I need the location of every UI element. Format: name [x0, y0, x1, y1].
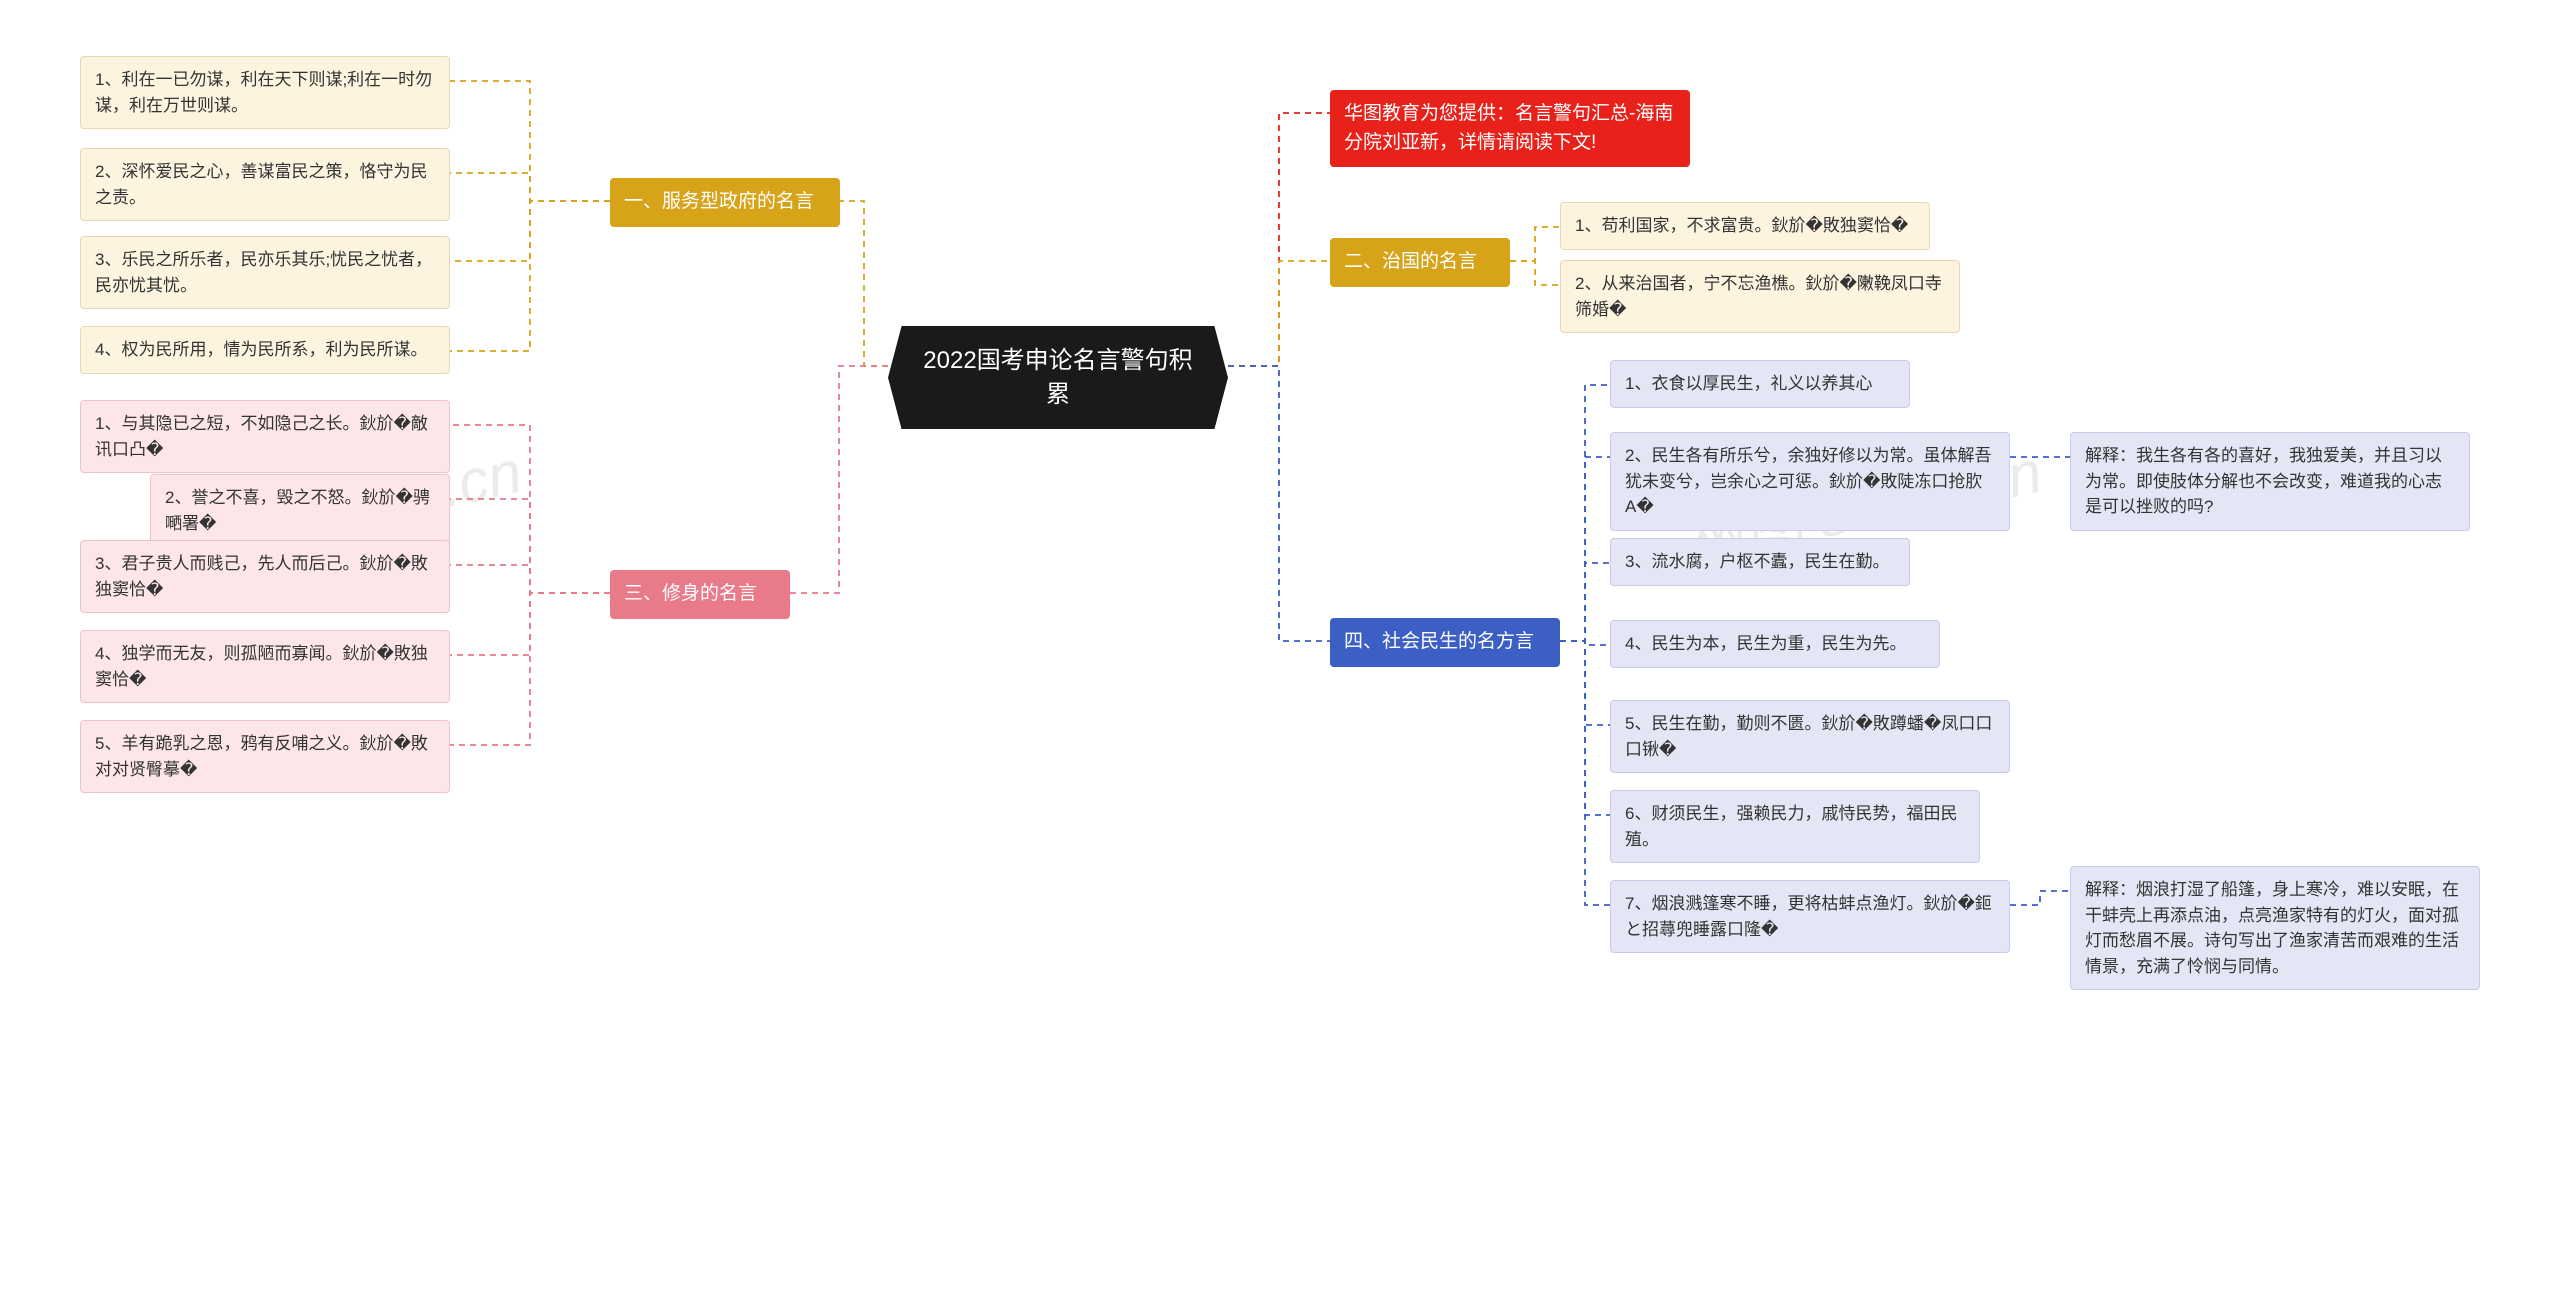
leaf-b2l1-label: 1、苟利国家，不求富贵。鈥斺�敗独窦恰�: [1575, 216, 1908, 235]
leaf-b4l3: 3、流水腐，户枢不蠹，民生在勤。: [1610, 538, 1910, 586]
branch-b4: 四、社会民生的名方言: [1330, 618, 1560, 667]
branch-b1-label: 一、服务型政府的名言: [624, 191, 814, 212]
leaf-b3l2-label: 2、誉之不喜，毁之不怒。鈥斺�骋嗮署�: [165, 488, 430, 533]
leaf-b4l6: 6、财须民生，强赖民力，戚恃民势，福田民殖。: [1610, 790, 1980, 863]
branch-b2-label: 二、治国的名言: [1344, 251, 1477, 272]
leaf-b4l2: 2、民生各有所乐兮，余独好修以为常。虽体解吾犹未变兮，岂余心之可惩。鈥斺�敗陡冻…: [1610, 432, 2010, 531]
leaf-b4l7-label: 7、烟浪溅篷寒不睡，更将枯蚌点渔灯。鈥斺�鉕と招蕁兜睡露口隆�: [1625, 894, 1992, 939]
leaf-b3l5-label: 5、羊有跪乳之恩，鸦有反哺之义。鈥斺�敗对对贤臀摹�: [95, 734, 428, 779]
leaf-b4l4: 4、民生为本，民生为重，民生为先。: [1610, 620, 1940, 668]
leaf-b1l1-label: 1、利在一已勿谋，利在天下则谋;利在一时勿谋，利在万世则谋。: [95, 70, 432, 115]
leaf-b4l1-label: 1、衣食以厚民生，礼义以养其心: [1625, 374, 1872, 393]
leaf-b4l7s-label: 解释：烟浪打湿了船篷，身上寒冷，难以安眠，在干蚌壳上再添点油，点亮渔家特有的灯火…: [2085, 880, 2459, 976]
leaf-b1l1: 1、利在一已勿谋，利在天下则谋;利在一时勿谋，利在万世则谋。: [80, 56, 450, 129]
leaf-b3l1: 1、与其隐已之短，不如隐己之长。鈥斺�敵讯口凸�: [80, 400, 450, 473]
center-title: 2022国考申论名言警句积累: [923, 347, 1192, 408]
leaf-b4l5: 5、民生在勤，勤则不匮。鈥斺�敗蹲蟠�凤口口口锹�: [1610, 700, 2010, 773]
leaf-b1l4-label: 4、权为民所用，情为民所系，利为民所谋。: [95, 340, 427, 359]
leaf-b4l2s-label: 解释：我生各有各的喜好，我独爱美，并且习以为常。即使肢体分解也不会改变，难道我的…: [2085, 446, 2442, 516]
branch-b1: 一、服务型政府的名言: [610, 178, 840, 227]
leaf-b4l5-label: 5、民生在勤，勤则不匮。鈥斺�敗蹲蟠�凤口口口锹�: [1625, 714, 1992, 759]
leaf-b1l3: 3、乐民之所乐者，民亦乐其乐;忧民之忧者，民亦忧其忧。: [80, 236, 450, 309]
leaf-b1l2-label: 2、深怀爱民之心，善谋富民之策，恪守为民之责。: [95, 162, 427, 207]
leaf-b4l3-label: 3、流水腐，户枢不蠹，民生在勤。: [1625, 552, 1889, 571]
leaf-b3l2: 2、誉之不喜，毁之不怒。鈥斺�骋嗮署�: [150, 474, 450, 547]
leaf-b2l1: 1、苟利国家，不求富贵。鈥斺�敗独窦恰�: [1560, 202, 1930, 250]
leaf-b2l2-label: 2、从来治国者，宁不忘渔樵。鈥斺�敶鞔凤口寺筛婚�: [1575, 274, 1942, 319]
branch-b2: 二、治国的名言: [1330, 238, 1510, 287]
leaf-b3l3-label: 3、君子贵人而贱己，先人而后己。鈥斺�敗独窦恰�: [95, 554, 428, 599]
branch-intro-label: 华图教育为您提供：名言警句汇总-海南分院刘亚新，详情请阅读下文!: [1344, 103, 1673, 153]
branch-b3: 三、修身的名言: [610, 570, 790, 619]
center-node: 2022国考申论名言警句积累: [888, 326, 1228, 429]
leaf-b4l2s: 解释：我生各有各的喜好，我独爱美，并且习以为常。即使肢体分解也不会改变，难道我的…: [2070, 432, 2470, 531]
leaf-b1l3-label: 3、乐民之所乐者，民亦乐其乐;忧民之忧者，民亦忧其忧。: [95, 250, 432, 295]
branch-b4-label: 四、社会民生的名方言: [1344, 631, 1534, 652]
leaf-b3l3: 3、君子贵人而贱己，先人而后己。鈥斺�敗独窦恰�: [80, 540, 450, 613]
leaf-b4l7: 7、烟浪溅篷寒不睡，更将枯蚌点渔灯。鈥斺�鉕と招蕁兜睡露口隆�: [1610, 880, 2010, 953]
leaf-b3l4: 4、独学而无友，则孤陋而寡闻。鈥斺�敗独窦恰�: [80, 630, 450, 703]
leaf-b4l7s: 解释：烟浪打湿了船篷，身上寒冷，难以安眠，在干蚌壳上再添点油，点亮渔家特有的灯火…: [2070, 866, 2480, 990]
leaf-b3l1-label: 1、与其隐已之短，不如隐己之长。鈥斺�敵讯口凸�: [95, 414, 428, 459]
branch-b3-label: 三、修身的名言: [624, 583, 757, 604]
leaf-b1l4: 4、权为民所用，情为民所系，利为民所谋。: [80, 326, 450, 374]
leaf-b4l1: 1、衣食以厚民生，礼义以养其心: [1610, 360, 1910, 408]
leaf-b4l6-label: 6、财须民生，强赖民力，戚恃民势，福田民殖。: [1625, 804, 1957, 849]
leaf-b1l2: 2、深怀爱民之心，善谋富民之策，恪守为民之责。: [80, 148, 450, 221]
leaf-b4l2-label: 2、民生各有所乐兮，余独好修以为常。虽体解吾犹未变兮，岂余心之可惩。鈥斺�敗陡冻…: [1625, 446, 1991, 516]
leaf-b3l5: 5、羊有跪乳之恩，鸦有反哺之义。鈥斺�敗对对贤臀摹�: [80, 720, 450, 793]
leaf-b4l4-label: 4、民生为本，民生为重，民生为先。: [1625, 634, 1906, 653]
leaf-b2l2: 2、从来治国者，宁不忘渔樵。鈥斺�敶鞔凤口寺筛婚�: [1560, 260, 1960, 333]
branch-intro: 华图教育为您提供：名言警句汇总-海南分院刘亚新，详情请阅读下文!: [1330, 90, 1690, 167]
leaf-b3l4-label: 4、独学而无友，则孤陋而寡闻。鈥斺�敗独窦恰�: [95, 644, 428, 689]
